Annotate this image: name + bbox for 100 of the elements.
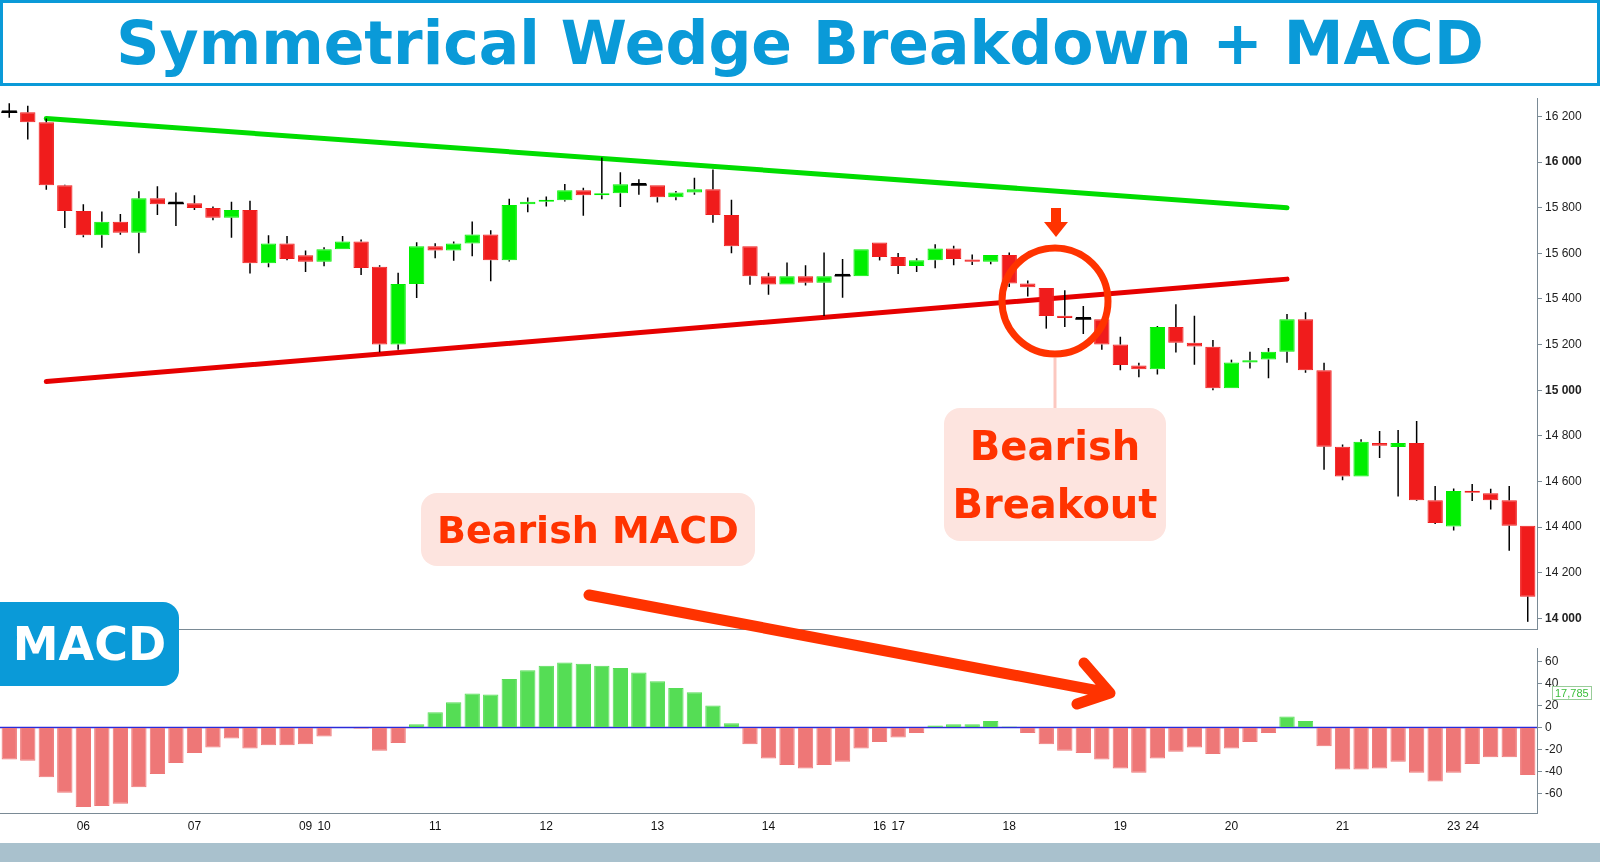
bar bbox=[1094, 728, 1110, 760]
bar bbox=[483, 694, 499, 728]
bar bbox=[371, 728, 388, 751]
candlestick bbox=[1353, 438, 1369, 477]
bar bbox=[1501, 728, 1517, 758]
x-tick-label: 14 bbox=[761, 819, 776, 834]
bar bbox=[575, 663, 591, 728]
x-tick-label: 07 bbox=[187, 819, 202, 834]
bar bbox=[1446, 728, 1462, 773]
candlestick bbox=[1316, 362, 1332, 471]
bar bbox=[1297, 720, 1314, 728]
bar bbox=[112, 728, 129, 804]
candlestick bbox=[1427, 485, 1443, 524]
candlestick bbox=[1279, 313, 1295, 364]
y-tick-label: 15 000 bbox=[1545, 382, 1583, 397]
bar bbox=[686, 692, 703, 728]
candlestick bbox=[483, 229, 499, 282]
bar bbox=[186, 728, 203, 753]
bar bbox=[834, 728, 851, 762]
candlestick bbox=[131, 190, 147, 255]
bar bbox=[538, 665, 554, 728]
x-tick-label: 06 bbox=[76, 819, 91, 834]
y-tick-label: 14 800 bbox=[1545, 428, 1583, 443]
annotation: Bearish Breakout bbox=[944, 408, 1166, 541]
candlestick bbox=[779, 261, 795, 285]
y-tick-label: 14 000 bbox=[1545, 610, 1583, 625]
bar bbox=[779, 728, 795, 766]
bar bbox=[168, 728, 184, 763]
bar bbox=[668, 687, 684, 728]
y-tick-label: 16 000 bbox=[1545, 154, 1583, 169]
y-tick-label: 15 600 bbox=[1545, 245, 1583, 260]
x-tick-label: 23 bbox=[1446, 819, 1461, 834]
x-tick-label: 20 bbox=[1224, 819, 1239, 834]
candlestick bbox=[223, 201, 240, 239]
candlestick bbox=[149, 185, 166, 216]
bar bbox=[705, 705, 721, 728]
bar bbox=[1408, 728, 1425, 773]
bar bbox=[594, 665, 610, 728]
candlestick bbox=[1205, 339, 1221, 391]
bar bbox=[1260, 728, 1277, 734]
candlestick bbox=[242, 200, 258, 275]
candlestick bbox=[1520, 525, 1536, 623]
bar bbox=[1168, 728, 1184, 752]
bar bbox=[816, 728, 832, 766]
candlestick bbox=[390, 271, 406, 351]
candlestick bbox=[890, 252, 906, 275]
x-tick-label: 10 bbox=[317, 819, 332, 834]
y-tick-label: 16 200 bbox=[1545, 108, 1583, 123]
bar bbox=[149, 728, 166, 774]
bar bbox=[612, 668, 629, 728]
bar bbox=[501, 679, 517, 728]
y-tick-label: 0 bbox=[1545, 719, 1552, 734]
bar bbox=[1131, 728, 1147, 773]
bar bbox=[1464, 728, 1480, 764]
bar bbox=[723, 723, 740, 728]
x-tick-label: 24 bbox=[1465, 819, 1480, 834]
candlestick bbox=[464, 220, 480, 258]
y-tick-label: 14 200 bbox=[1545, 565, 1583, 580]
bar bbox=[760, 728, 777, 759]
candlestick bbox=[742, 246, 758, 286]
x-tick-label: 19 bbox=[1113, 819, 1128, 834]
candlestick bbox=[705, 168, 721, 224]
text: 17,785 bbox=[1552, 686, 1592, 700]
bar bbox=[1371, 728, 1388, 769]
bar bbox=[797, 728, 814, 769]
candlestick bbox=[1020, 279, 1036, 298]
y-tick-label: 60 bbox=[1545, 653, 1559, 668]
bar bbox=[1334, 728, 1351, 770]
bar bbox=[464, 693, 480, 728]
bar bbox=[631, 672, 647, 728]
x-tick-label: 12 bbox=[539, 819, 554, 834]
bar bbox=[1520, 728, 1536, 776]
candlestick bbox=[1501, 485, 1517, 552]
bar bbox=[20, 728, 36, 761]
annotation: Bearish MACD bbox=[421, 493, 755, 566]
bar bbox=[1112, 728, 1129, 769]
y-tick-label: -40 bbox=[1545, 764, 1563, 779]
x-tick-label: 16 bbox=[872, 819, 887, 834]
x-tick-label: 17 bbox=[891, 819, 906, 834]
bar bbox=[983, 720, 999, 728]
y-tick-label: -60 bbox=[1545, 786, 1563, 801]
candlestick bbox=[1408, 420, 1425, 501]
x-tick-label: 11 bbox=[428, 819, 442, 834]
chart-title: MACD bbox=[0, 602, 179, 686]
bar bbox=[57, 728, 73, 793]
candlestick bbox=[57, 185, 73, 229]
bar bbox=[1353, 728, 1369, 770]
bar bbox=[649, 681, 666, 728]
x-tick-label: 13 bbox=[650, 819, 665, 834]
candlestick bbox=[575, 187, 591, 217]
bar bbox=[1020, 728, 1036, 734]
bar bbox=[316, 728, 332, 737]
y-tick-label: -20 bbox=[1545, 741, 1563, 756]
bar bbox=[446, 702, 462, 728]
chart-title: Symmetrical Wedge Breakdown + MACD bbox=[0, 0, 1600, 86]
candlestick bbox=[723, 198, 740, 255]
bar bbox=[131, 728, 147, 788]
x-tick-label: 21 bbox=[1335, 819, 1350, 834]
bar bbox=[242, 728, 258, 749]
bar bbox=[1, 728, 17, 760]
